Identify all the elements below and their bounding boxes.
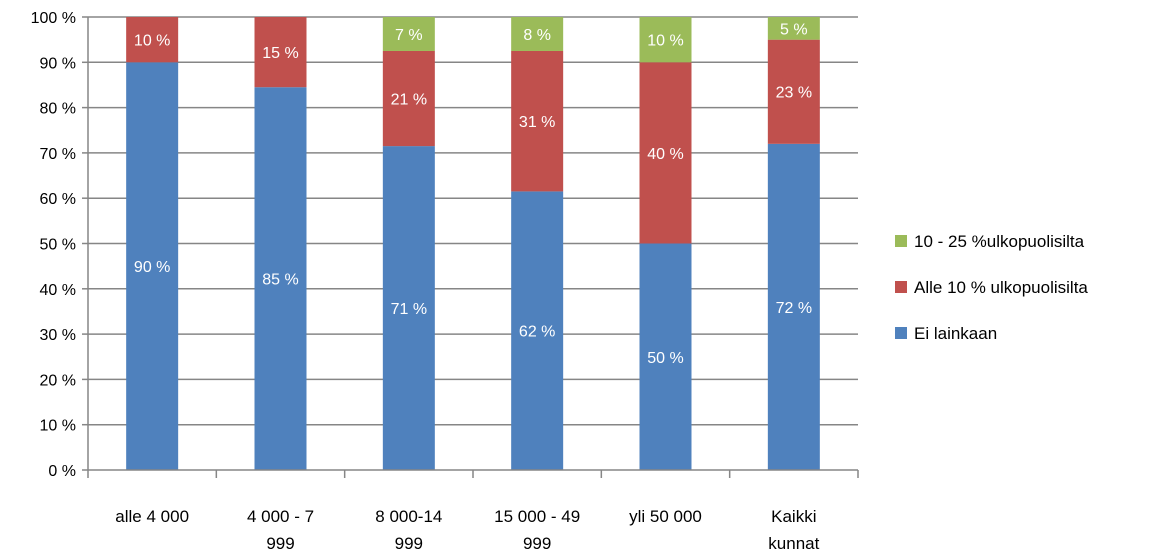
bar-segment [767,143,820,470]
y-tick-label: 20 % [40,372,76,389]
bar-segment [511,191,564,470]
y-tick-label: 100 % [31,10,76,27]
bar-segment [126,62,179,471]
category-label: 4 000 - 7 [247,507,314,526]
data-label: 5 % [780,21,808,38]
y-tick-label: 10 % [40,418,76,435]
bar-segment [767,39,820,144]
data-label: 21 % [391,92,427,109]
legend-label: Alle 10 % ulkopuolisilta [914,278,1088,297]
category-label: alle 4 000 [115,507,189,526]
data-label: 50 % [647,350,683,367]
bar-segment [254,17,307,88]
bar-segment [639,17,692,63]
bar-segment [126,17,179,63]
legend-label: Ei lainkaan [914,324,997,343]
category-labels: alle 4 000 4 000 - 7 999 8 000-14 999 15 000 … [115,507,819,553]
bar-segment [382,146,435,471]
data-label: 40 % [647,146,683,163]
legend-label: 10 - 25 %ulkopuolisilta [914,232,1085,251]
category-label: yli 50 000 [629,507,702,526]
category-label: 15 000 - 49 [494,507,580,526]
data-label: 90 % [134,259,170,276]
bars [126,17,820,471]
legend-swatch [895,327,907,339]
y-tick-label: 80 % [40,101,76,118]
y-tick-label: 90 % [40,55,76,72]
data-label: 15 % [262,45,298,62]
y-tick-label: 60 % [40,191,76,208]
legend: 10 - 25 %ulkopuolisilta Alle 10 % ulkopuo… [895,232,1088,343]
legend-swatch [895,281,907,293]
bar-segment [511,17,564,51]
y-tick-label: 40 % [40,282,76,299]
data-label: 10 % [134,33,170,50]
y-tick-label: 30 % [40,327,76,344]
data-label: 23 % [776,85,812,102]
data-label: 7 % [395,27,423,44]
axes [82,16,859,478]
category-label: Kaikki [771,507,816,526]
category-label: 999 [266,534,294,553]
bar-segment [382,17,435,51]
data-label: 31 % [519,114,555,131]
legend-swatch [895,235,907,247]
bar-segment [511,50,564,192]
bar-segment [639,243,692,470]
y-tick-label: 70 % [40,146,76,163]
bar-segment [639,62,692,244]
y-tick-label: 50 % [40,237,76,254]
data-label: 8 % [523,27,551,44]
category-label: kunnat [768,534,819,553]
category-label: 999 [523,534,551,553]
y-tick-label: 0 % [48,463,76,480]
bar-segment [254,87,307,470]
bar-segment [382,50,435,147]
data-label: 72 % [776,300,812,317]
bar-segment [767,17,820,40]
data-label: 10 % [647,33,683,50]
data-label: 62 % [519,324,555,341]
data-labels: 90 % 10 % 85 % 15 % 71 % 21 % 7 % 62 % 31 % 8 % 50… [134,21,812,366]
data-label: 85 % [262,272,298,289]
category-label: 999 [395,534,423,553]
category-label: 8 000-14 [375,507,442,526]
y-tick-labels: 0 % 10 % 20 % 30 % 40 % 50 % 60 % 70 % 80 % 90 % 1… [31,10,76,480]
data-label: 71 % [391,301,427,318]
gridlines [88,16,858,426]
